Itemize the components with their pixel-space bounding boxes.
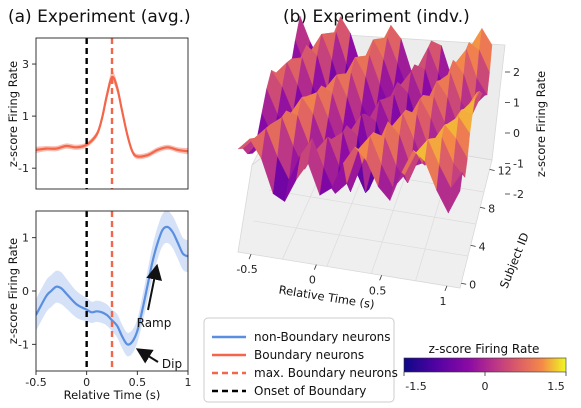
bottom-y-ticks: 1 0 -1 bbox=[18, 232, 36, 351]
bottom-axes: 1 0 -1 -0.5 0 0.5 1 z-score Firing Rate Relat… bbox=[6, 210, 192, 402]
top-confidence-band bbox=[36, 71, 188, 160]
b-z-tick-label-0: 2 bbox=[513, 66, 520, 79]
annotation-dip: Dip bbox=[162, 357, 182, 371]
b-z-tick-label-3: -1 bbox=[513, 158, 524, 171]
series-band-0 bbox=[36, 71, 188, 160]
legend-frame bbox=[203, 317, 395, 403]
legend: non-Boundary neurons Boundary neurons max.… bbox=[203, 317, 398, 403]
b-z-ticks: 2 1 0 -1 -2 bbox=[505, 66, 524, 201]
cb-tick-label-1: 0 bbox=[482, 380, 489, 393]
b-y-tick-label-2: 8 bbox=[488, 202, 495, 215]
y-tick-label-1: 0 bbox=[22, 285, 29, 298]
b-x-tick-mark-1 bbox=[313, 264, 317, 270]
floor-grid-y-2 bbox=[268, 189, 477, 225]
legend-label-1: Boundary neurons bbox=[254, 348, 364, 362]
series-line-0 bbox=[36, 75, 188, 158]
surface bbox=[237, 15, 493, 214]
b-y-label: Subject ID bbox=[497, 230, 532, 290]
b-x-tick-mark-2 bbox=[379, 275, 383, 281]
y-tick-label-1: 1 bbox=[22, 110, 29, 123]
top-axes: 3 1 -1 z-score Firing Rate bbox=[6, 37, 189, 190]
arrow-dip bbox=[135, 348, 159, 364]
b-z-tick-label-4: -2 bbox=[513, 188, 524, 201]
b-y-tick-label-3: 12 bbox=[498, 164, 512, 177]
legend-label-3: Onset of Boundary bbox=[254, 384, 366, 398]
legend-label-2: max. Boundary neurons bbox=[254, 366, 398, 380]
y-tick-label-2: -1 bbox=[18, 162, 29, 175]
x-tick-label-3: 1 bbox=[185, 376, 192, 389]
series-line-0 bbox=[36, 225, 188, 346]
bottom-x-ticks: -0.5 0 0.5 1 bbox=[25, 371, 192, 389]
b-x-tick-label-1: 0 bbox=[309, 274, 316, 287]
b-y-tick-mark-1 bbox=[470, 244, 476, 247]
colorbar: z-score Firing Rate -1.5 0 1.5 bbox=[403, 342, 567, 393]
b-z-label: z-score Firing Rate bbox=[534, 71, 548, 177]
x-tick-label-2: 0.5 bbox=[129, 376, 147, 389]
b-z-tick-label-1: 1 bbox=[513, 97, 520, 110]
b-x-ticks: -0.5 0 0.5 1 bbox=[236, 253, 448, 308]
b-y-tick-label-1: 4 bbox=[479, 240, 486, 253]
floor-grid-y-1 bbox=[253, 220, 469, 257]
x-tick-label-1: 0 bbox=[83, 376, 90, 389]
b-x-label: Relative Time (s) bbox=[278, 283, 376, 312]
colorbar-ticks: -1.5 0 1.5 bbox=[403, 372, 567, 393]
y-tick-label-0: 1 bbox=[22, 232, 29, 245]
b-x-tick-label-0: -0.5 bbox=[236, 263, 257, 276]
legend-label-0: non-Boundary neurons bbox=[254, 330, 391, 344]
surface-cell-0-18 bbox=[448, 172, 463, 214]
colorbar-label: z-score Firing Rate bbox=[429, 342, 540, 356]
legend-items: non-Boundary neurons Boundary neurons max.… bbox=[212, 330, 398, 398]
top-y-label: z-score Firing Rate bbox=[6, 61, 20, 167]
b-x-tick-mark-3 bbox=[444, 285, 448, 292]
series-band-0 bbox=[36, 211, 188, 357]
b-x-tick-label-2: 0.5 bbox=[369, 284, 387, 297]
bottom-x-label: Relative Time (s) bbox=[64, 388, 161, 402]
panel-b-3d: -0.5 0 0.5 1 0 4 8 12 2 1 0 -1 -2 Relative Time (s… bbox=[236, 15, 548, 312]
annotation-ramp: Ramp bbox=[137, 316, 172, 330]
b-x-tick-label-3: 1 bbox=[439, 295, 446, 308]
bottom-y-label: z-score Firing Rate bbox=[6, 238, 20, 344]
b-z-tick-label-2: 0 bbox=[513, 127, 520, 140]
cb-tick-label-2: 1.5 bbox=[547, 380, 565, 393]
panel-b-title: (b) Experiment (indv.) bbox=[283, 7, 470, 27]
top-series bbox=[36, 38, 188, 189]
top-y-ticks: 3 1 -1 bbox=[18, 58, 36, 175]
y-tick-label-2: -1 bbox=[18, 338, 29, 351]
bottom-series bbox=[36, 211, 188, 371]
b-y-tick-mark-2 bbox=[480, 207, 486, 209]
b-y-tick-label-0: 0 bbox=[469, 278, 476, 291]
colorbar-gradient bbox=[403, 357, 567, 373]
b-y-tick-mark-3 bbox=[489, 169, 495, 171]
x-tick-label-0: -0.5 bbox=[25, 376, 46, 389]
arrow-ramp bbox=[146, 263, 163, 311]
y-tick-label-0: 3 bbox=[22, 58, 29, 71]
b-x-tick-mark-0 bbox=[248, 253, 252, 260]
top-axes-frame bbox=[35, 37, 189, 190]
b-y-ticks: 0 4 8 12 bbox=[461, 164, 512, 291]
panel-a-title: (a) Experiment (avg.) bbox=[8, 7, 191, 27]
cb-tick-label-0: -1.5 bbox=[405, 380, 426, 393]
bottom-confidence-band bbox=[36, 211, 188, 357]
annotations: Ramp Dip bbox=[135, 263, 182, 371]
b-y-tick-mark-0 bbox=[461, 282, 467, 285]
